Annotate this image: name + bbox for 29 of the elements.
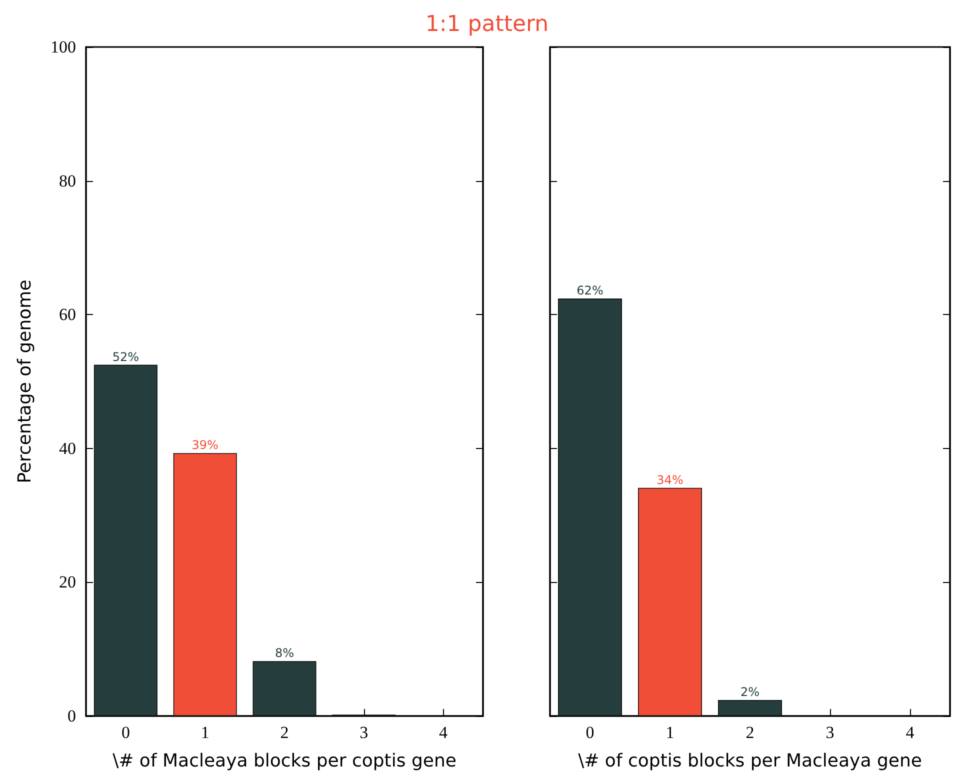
bar (173, 453, 237, 716)
data-label: 2% (740, 684, 760, 699)
y-tick-label: 60 (59, 305, 76, 324)
y-tick-label: 100 (50, 38, 76, 56)
data-label: 34% (656, 472, 684, 487)
x-tick-label: 0 (121, 723, 130, 742)
x-tick-label: 4 (906, 723, 915, 742)
x-tick-label: 3 (826, 723, 834, 742)
y-tick-label: 80 (59, 171, 76, 190)
y-tick-label: 0 (68, 706, 76, 726)
bar (94, 364, 158, 716)
y-axis-title: Percentage of genome (14, 280, 36, 484)
y-tick-label: 20 (59, 572, 76, 592)
data-label: 62% (576, 284, 604, 298)
data-label: 52% (112, 350, 140, 364)
x-tick-label: 2 (280, 723, 289, 742)
x-tick-label: 1 (200, 723, 210, 742)
y-tick-label: 40 (59, 438, 76, 458)
x-tick-label: 1 (666, 723, 674, 742)
x-tick-label: 3 (360, 723, 368, 742)
chart-title: 1:1 pattern (424, 12, 550, 37)
x-tick-label: 2 (746, 723, 754, 742)
data-label: 8% (274, 646, 294, 660)
x-axis-title: \# of Macleaya blocks per coptis gene (112, 750, 456, 772)
x-tick-label: 4 (439, 723, 448, 742)
data-label: 39% (192, 438, 218, 452)
x-axis-title: \# of coptis blocks per Macleaya gene (578, 750, 922, 772)
bar (252, 661, 316, 716)
x-tick-label: 0 (586, 723, 594, 742)
